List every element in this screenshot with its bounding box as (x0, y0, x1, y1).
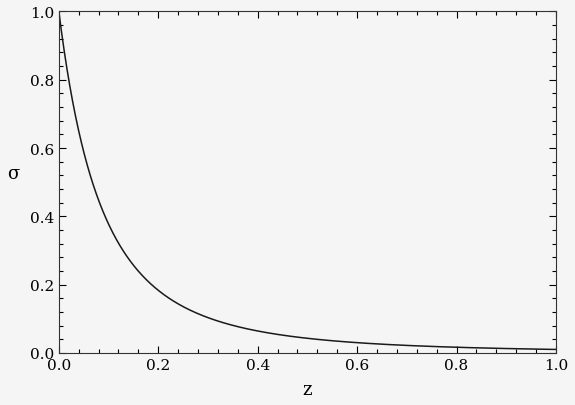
Y-axis label: σ: σ (7, 165, 19, 183)
X-axis label: z: z (302, 380, 312, 398)
